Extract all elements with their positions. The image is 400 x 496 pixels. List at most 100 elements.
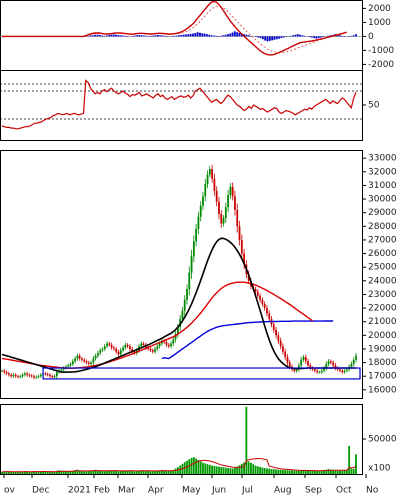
price-candle-body xyxy=(211,169,214,179)
price-candle-body xyxy=(240,239,243,254)
macd-histogram-bar xyxy=(196,32,199,37)
volume-bar xyxy=(49,471,51,474)
price-candle-body xyxy=(140,343,143,347)
macd-histogram-bar xyxy=(194,33,197,37)
macd-histogram-bar xyxy=(296,34,299,37)
volume-bar xyxy=(206,464,209,474)
volume-unit-label: x100 xyxy=(368,464,391,474)
volume-ytick-label-0: 50000 xyxy=(368,435,397,445)
price-candle-body xyxy=(190,256,193,273)
volume-bar xyxy=(158,470,161,474)
macd-histogram-bar xyxy=(145,35,148,37)
volume-bar xyxy=(311,470,314,474)
price-candle-body xyxy=(229,186,232,195)
price-candle-body xyxy=(122,347,124,351)
volume-bar xyxy=(309,470,312,474)
price-candle-body xyxy=(208,169,211,175)
x-tick-label-12: No xyxy=(366,486,379,496)
price-candle-body xyxy=(282,346,284,352)
volume-bar xyxy=(202,462,204,474)
price-candle-body xyxy=(10,374,13,377)
volume-bar xyxy=(245,406,248,474)
volume-bar xyxy=(142,470,145,474)
macd-signal-line xyxy=(2,5,340,53)
price-candle-body xyxy=(334,365,337,369)
macd-histogram-bar xyxy=(122,35,125,37)
volume-frame xyxy=(0,404,363,475)
price-ytick-label-12: 28000 xyxy=(368,222,397,232)
macd-histogram-bar xyxy=(231,32,234,37)
volume-bar xyxy=(85,471,88,474)
ma-mid-line xyxy=(1,281,314,369)
macd-histogram-bar xyxy=(254,36,257,37)
macd-histogram-bar xyxy=(289,35,292,37)
volume-bar xyxy=(197,460,200,474)
rsi-line xyxy=(1,79,357,130)
volume-bar xyxy=(131,471,134,474)
volume-bar xyxy=(345,469,348,474)
price-candle-body xyxy=(85,361,88,363)
x-tick-label-2: 2021 xyxy=(68,486,91,496)
macd-histogram-bar xyxy=(210,35,213,37)
price-candle-body xyxy=(37,376,40,377)
price-candle-body xyxy=(256,291,259,296)
price-candle-body xyxy=(323,368,325,371)
volume-bar xyxy=(293,470,296,474)
volume-bar xyxy=(329,469,332,474)
macd-ytick-label-3: -1000 xyxy=(368,46,394,56)
volume-bar xyxy=(147,471,150,474)
x-tick-label-5: Apr xyxy=(148,486,164,496)
macd-histogram-bar xyxy=(175,35,178,37)
price-candle-body xyxy=(298,365,300,370)
macd-histogram-bar xyxy=(257,36,260,38)
macd-histogram-bar xyxy=(171,36,173,37)
macd-histogram-bar xyxy=(327,35,329,37)
volume-bar xyxy=(42,471,45,474)
macd-histogram-bar xyxy=(282,36,285,38)
macd-histogram-bar xyxy=(105,35,108,37)
macd-histogram-bar xyxy=(247,35,250,37)
price-candle-body xyxy=(325,363,328,369)
volume-bar xyxy=(149,471,152,474)
price-candle-body xyxy=(117,351,120,355)
x-tick-label-8: Jul xyxy=(241,486,253,496)
macd-histogram-bar xyxy=(124,35,127,37)
price-candle-body xyxy=(62,368,65,370)
volume-bar xyxy=(215,466,218,474)
x-tick-label-7: Jun xyxy=(211,486,226,496)
volume-bar xyxy=(28,471,31,474)
price-candle-body xyxy=(149,348,152,351)
macd-histogram-bar xyxy=(206,34,208,37)
volume-bar xyxy=(204,463,207,474)
volume-bar xyxy=(81,471,83,474)
volume-bar xyxy=(284,470,287,474)
macd-histogram-bar xyxy=(98,35,101,37)
volume-bar xyxy=(172,469,175,474)
price-ytick-label-15: 31000 xyxy=(368,181,397,191)
volume-bar xyxy=(199,461,202,474)
macd-histogram-bar xyxy=(189,33,192,37)
price-candle-body xyxy=(279,340,282,347)
price-candle-body xyxy=(286,357,289,363)
macd-histogram-bar xyxy=(164,35,166,37)
volume-bar xyxy=(227,467,230,474)
price-candle-body xyxy=(110,344,113,348)
volume-bar xyxy=(156,470,159,474)
price-frame xyxy=(0,150,363,399)
price-candle-body xyxy=(60,369,63,371)
volume-bar xyxy=(279,469,282,474)
volume-bar xyxy=(266,468,268,474)
macd-histogram-bar xyxy=(108,35,111,37)
macd-histogram-bar xyxy=(224,34,227,37)
price-candle-body xyxy=(220,214,223,224)
volume-bar xyxy=(19,471,22,474)
price-candle-body xyxy=(320,370,323,373)
price-candle-body xyxy=(327,361,330,364)
macd-histogram-bar xyxy=(213,35,215,37)
price-candle-body xyxy=(163,340,166,343)
volume-bar xyxy=(268,468,271,474)
volume-bar xyxy=(94,469,97,474)
macd-histogram-bar xyxy=(243,34,246,37)
volume-bar xyxy=(224,467,227,474)
price-candle-body xyxy=(103,346,106,349)
